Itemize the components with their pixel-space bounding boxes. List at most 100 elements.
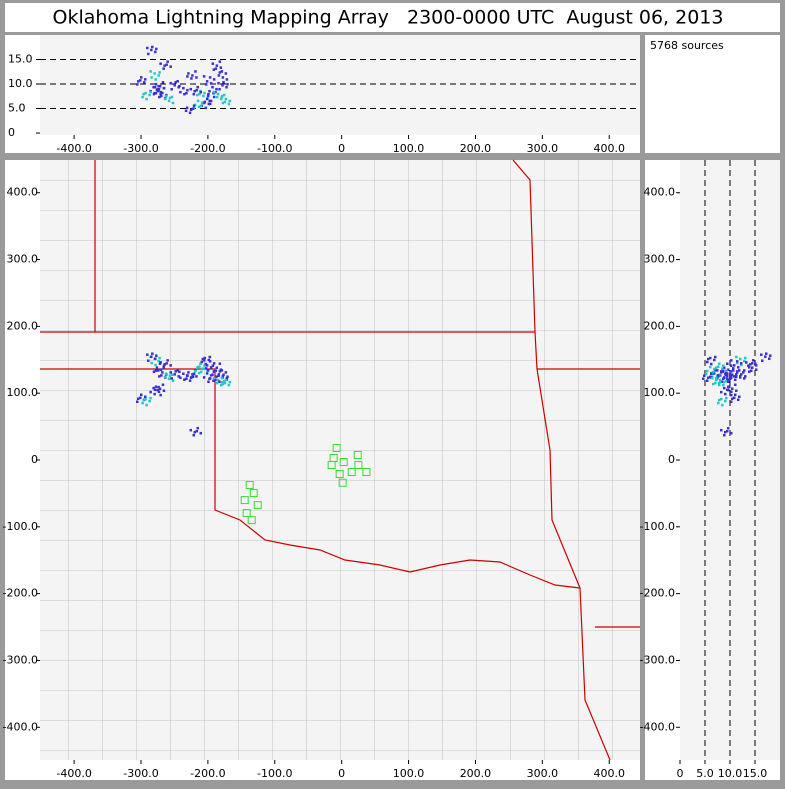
source-alt-x (226, 83, 229, 86)
source-alt-y (768, 357, 771, 360)
source-alt-y (751, 366, 754, 369)
source-alt-x (145, 97, 148, 101)
source-alt-x (154, 83, 158, 86)
source-alt-x (153, 72, 156, 75)
source-alt-x (204, 83, 208, 86)
source-alt-x (164, 94, 168, 98)
source-alt-y (748, 366, 751, 369)
source-alt-x (157, 74, 160, 77)
y-tick-label: 400.0 (7, 186, 39, 199)
source-alt-y (726, 377, 729, 380)
source-alt-x (161, 81, 165, 84)
source-alt-x (212, 68, 216, 71)
source-alt-x (224, 72, 228, 75)
source-alt-y (738, 369, 741, 372)
source (153, 388, 157, 392)
y-tick-label: -400.0 (640, 720, 675, 733)
source-alt-x (163, 64, 166, 67)
source-alt-y (731, 373, 734, 376)
source-alt-y (735, 355, 738, 359)
source-alt-x (188, 111, 192, 115)
source-alt-y (726, 362, 729, 365)
source (162, 366, 165, 369)
source (208, 377, 211, 380)
source (161, 383, 165, 387)
source (207, 380, 210, 383)
y-tick-label: -400.0 (3, 720, 38, 733)
source (224, 378, 228, 382)
source-alt-x (159, 92, 162, 96)
source-alt-x (151, 45, 154, 49)
source (218, 380, 221, 383)
source (228, 380, 232, 384)
source-alt-y (718, 383, 721, 387)
source (208, 360, 212, 363)
source-alt-x (193, 89, 197, 93)
source-alt-x (218, 88, 221, 91)
source-alt-x (196, 93, 199, 97)
source-alt-x (162, 87, 166, 90)
source-alt-x (214, 90, 217, 94)
source (212, 379, 215, 382)
source-alt-x (187, 72, 190, 75)
source-alt-y (721, 380, 724, 383)
source-alt-y (730, 400, 733, 404)
source-alt-x (144, 78, 147, 81)
source-alt-y (716, 369, 719, 372)
source (152, 386, 155, 390)
source (162, 389, 166, 393)
source-alt-x (207, 102, 211, 106)
source-alt-y (720, 428, 723, 432)
source (185, 374, 189, 377)
source (147, 359, 150, 362)
source (159, 361, 162, 364)
x-tick-label: 100.0 (393, 142, 425, 155)
source-alt-x (192, 104, 196, 108)
source (156, 388, 159, 392)
source (159, 393, 162, 397)
source-alt-x (202, 94, 205, 98)
source (219, 383, 223, 387)
source-alt-x (157, 88, 161, 91)
source-alt-y (734, 378, 737, 381)
source-alt-y (731, 397, 734, 401)
x-tick-label: 0 (338, 142, 345, 155)
x-tick-label: 400.0 (593, 142, 625, 155)
source-alt-y (744, 375, 747, 378)
source-alt-x (141, 95, 144, 99)
source-alt-y (745, 361, 748, 364)
source (152, 370, 156, 373)
source-alt-y (727, 385, 730, 389)
source-alt-y (751, 362, 754, 365)
source-alt-y (713, 367, 716, 371)
source-alt-y (707, 376, 710, 379)
source-alt-y (740, 373, 743, 376)
x-tick-label: -200.0 (190, 142, 225, 155)
alt-tick-label: 0 (677, 767, 684, 780)
source-alt-x (225, 86, 228, 89)
source-alt-x (221, 84, 224, 87)
source (173, 373, 176, 376)
source-alt-x (161, 91, 164, 95)
source (189, 376, 193, 379)
source-alt-y (744, 356, 747, 360)
source-alt-y (723, 386, 726, 390)
source (215, 375, 218, 378)
source-alt-x (185, 91, 188, 95)
source (159, 368, 163, 371)
source-alt-x (212, 90, 216, 94)
source-alt-x (211, 85, 214, 89)
title: Oklahoma Lightning Mapping Array 2300-00… (53, 7, 724, 29)
station (247, 516, 256, 525)
source-alt-y (727, 380, 730, 383)
source-alt-x (214, 67, 218, 70)
source-alt-y (743, 369, 746, 372)
source (225, 377, 229, 380)
source-alt-y (714, 355, 717, 359)
source-alt-x (212, 95, 216, 99)
source-alt-x (199, 104, 203, 108)
source (193, 430, 197, 434)
source (220, 376, 224, 380)
source-alt-y (703, 374, 706, 377)
source-alt-y (715, 378, 718, 382)
